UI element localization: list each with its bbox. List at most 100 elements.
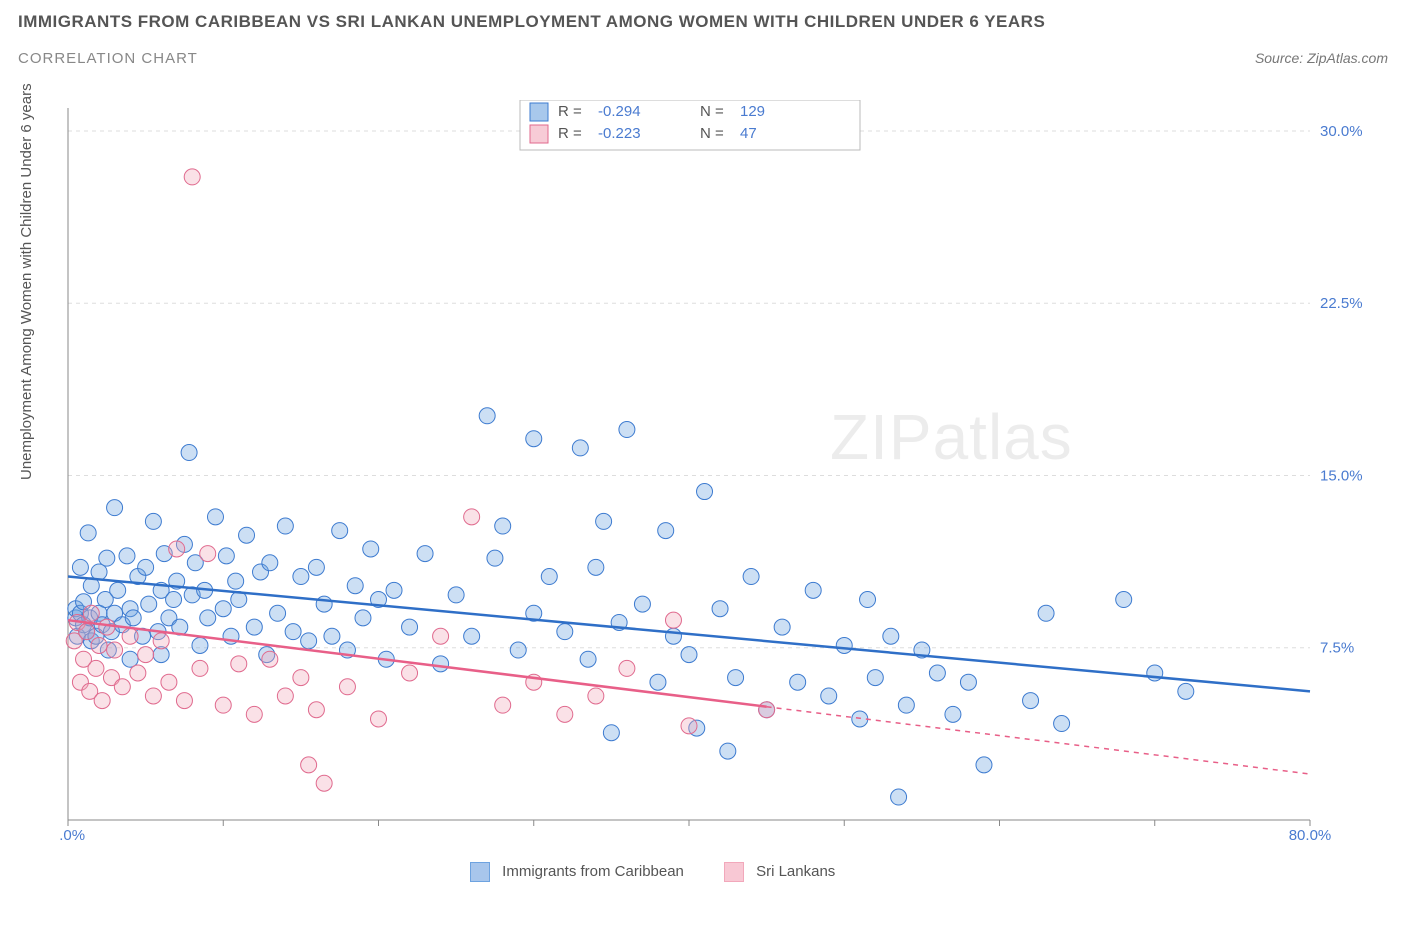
point-srilankan [464,509,480,525]
point-caribbean [976,757,992,773]
data-points [66,169,1194,805]
point-caribbean [580,651,596,667]
point-caribbean [200,610,216,626]
point-caribbean [239,527,255,543]
point-caribbean [448,587,464,603]
point-srilankan [246,706,262,722]
point-srilankan [107,642,123,658]
point-srilankan [588,688,604,704]
point-srilankan [262,651,278,667]
point-caribbean [347,578,363,594]
point-caribbean [572,440,588,456]
svg-text:30.0%: 30.0% [1320,123,1363,140]
point-srilankan [79,624,95,640]
legend-item-srilankan: Sri Lankans [724,862,835,882]
subtitle-row: CORRELATION CHART Source: ZipAtlas.com [18,50,1388,67]
point-caribbean [1178,683,1194,699]
point-caribbean [270,605,286,621]
svg-text:47: 47 [740,125,757,142]
point-caribbean [119,548,135,564]
point-caribbean [107,500,123,516]
chart-container: IMMIGRANTS FROM CARIBBEAN VS SRI LANKAN … [0,0,1406,930]
point-caribbean [681,647,697,663]
point-caribbean [479,408,495,424]
point-caribbean [945,706,961,722]
point-srilankan [91,637,107,653]
svg-text:-0.294: -0.294 [598,103,641,120]
legend-label-caribbean: Immigrants from Caribbean [502,863,684,880]
point-caribbean [215,601,231,617]
point-caribbean [386,582,402,598]
point-srilankan [176,693,192,709]
point-caribbean [898,697,914,713]
point-caribbean [860,592,876,608]
point-caribbean [145,513,161,529]
trend-dash-srilankan [767,707,1310,774]
legend-swatch-srilankan [724,862,744,882]
point-caribbean [557,624,573,640]
correlation-legend: R =-0.294N = 129R =-0.223N = 47 [520,100,860,150]
point-caribbean [929,665,945,681]
point-caribbean [728,670,744,686]
point-caribbean [1116,592,1132,608]
legend-swatch-caribbean [470,862,490,882]
point-caribbean [596,513,612,529]
point-srilankan [94,693,110,709]
point-caribbean [125,610,141,626]
point-caribbean [658,523,674,539]
point-srilankan [161,674,177,690]
point-caribbean [166,592,182,608]
point-caribbean [541,569,557,585]
point-srilankan [215,697,231,713]
watermark-a: ZIP [830,401,933,473]
point-caribbean [588,559,604,575]
y-axis-label: Unemployment Among Women with Children U… [18,83,35,480]
series-legend: Immigrants from Caribbean Sri Lankans [470,862,835,882]
point-caribbean [308,559,324,575]
point-caribbean [821,688,837,704]
point-srilankan [339,679,355,695]
point-caribbean [293,569,309,585]
legend-label-srilankan: Sri Lankans [756,863,835,880]
point-caribbean [720,743,736,759]
point-srilankan [200,546,216,562]
y-tick-labels: 7.5%15.0%22.5%30.0% [1320,123,1363,657]
point-caribbean [774,619,790,635]
point-caribbean [487,550,503,566]
point-caribbean [207,509,223,525]
svg-text:R =: R = [558,125,582,142]
point-caribbean [836,637,852,653]
point-caribbean [697,484,713,500]
point-caribbean [228,573,244,589]
svg-text:80.0%: 80.0% [1289,827,1332,840]
point-caribbean [805,582,821,598]
point-srilankan [308,702,324,718]
point-srilankan [130,665,146,681]
point-caribbean [181,445,197,461]
svg-text:R =: R = [558,103,582,120]
svg-text:0.0%: 0.0% [60,827,85,840]
chart-subtitle: CORRELATION CHART [18,50,198,67]
point-caribbean [301,633,317,649]
point-srilankan [153,633,169,649]
point-srilankan [169,541,185,557]
svg-text:N =: N = [700,125,724,142]
point-caribbean [433,656,449,672]
point-srilankan [83,605,99,621]
point-srilankan [759,702,775,718]
point-srilankan [192,660,208,676]
point-srilankan [138,647,154,663]
point-caribbean [526,431,542,447]
legend-item-caribbean: Immigrants from Caribbean [470,862,684,882]
source-label: Source: ZipAtlas.com [1255,50,1388,66]
x-tick-labels: 0.0% 80.0% [60,827,1331,840]
point-caribbean [867,670,883,686]
point-srilankan [619,660,635,676]
scatter-plot: 7.5%15.0%22.5%30.0% 0.0% 80.0% R = -0.294 N… [60,100,1370,840]
point-caribbean [262,555,278,571]
point-caribbean [712,601,728,617]
point-caribbean [495,518,511,534]
point-caribbean [464,628,480,644]
point-srilankan [316,775,332,791]
point-caribbean [363,541,379,557]
